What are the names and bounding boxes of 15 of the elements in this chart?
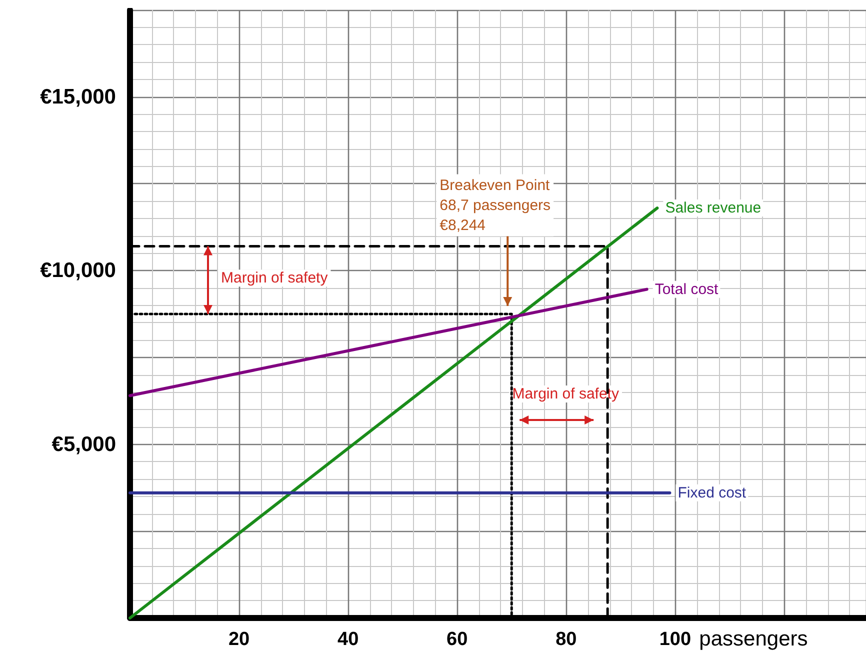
x-tick-label: 20: [228, 629, 250, 650]
series-label: Sales revenue: [665, 200, 762, 217]
annotation: Margin of safety: [221, 270, 328, 287]
y-tick-label: €15,000: [40, 85, 116, 108]
series-label: Fixed cost: [678, 484, 747, 502]
annotation: Margin of safety: [512, 386, 620, 402]
x-tick-label: 60: [446, 629, 468, 650]
y-tick-label: €10,000: [40, 259, 116, 282]
x-axis-title: passengers: [699, 628, 808, 650]
x-tick-label: 100: [659, 629, 692, 650]
x-tick-label: 40: [338, 629, 359, 650]
y-tick-label: €5,000: [52, 432, 116, 456]
x-tick-label: 80: [556, 629, 577, 650]
series-label: Total cost: [654, 280, 720, 298]
annotation: Breakeven Point 68,7 passengers €8,244: [440, 176, 551, 234]
